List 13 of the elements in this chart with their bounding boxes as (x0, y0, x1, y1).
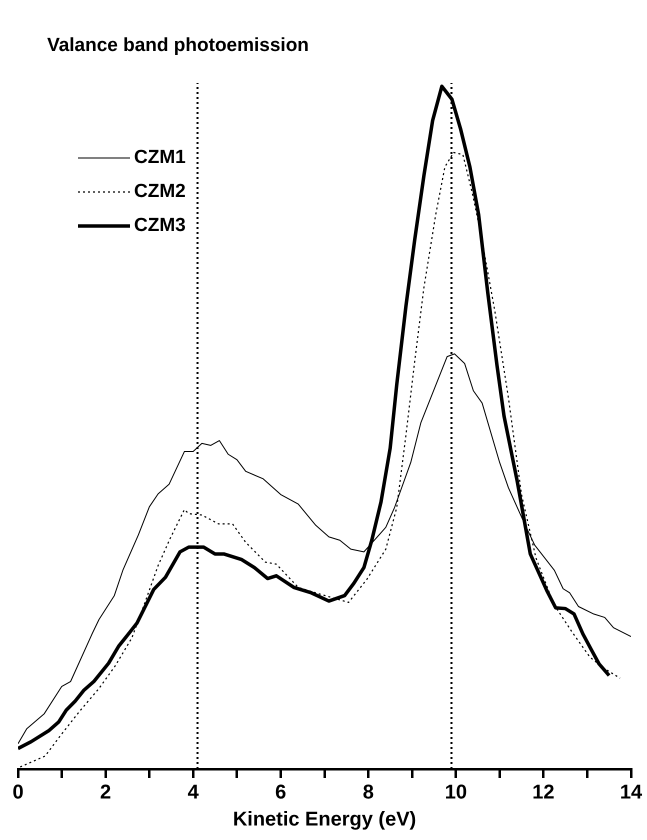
legend-label: CZM3 (134, 215, 186, 236)
x-tick-label: 0 (12, 782, 24, 804)
x-tick-label: 10 (444, 782, 467, 804)
x-tick-label: 2 (100, 782, 112, 804)
x-axis-title: Kinetic Energy (eV) (232, 808, 416, 831)
legend-label: CZM2 (134, 181, 186, 202)
x-tick-label: 14 (620, 782, 643, 804)
x-tick-label: 12 (532, 782, 555, 804)
chart-title: Valance band photoemission (47, 35, 309, 56)
x-tick-label: 6 (275, 782, 286, 804)
x-tick-label: 4 (188, 782, 200, 804)
x-tick-label: 8 (362, 782, 374, 804)
legend-label: CZM1 (134, 147, 186, 168)
